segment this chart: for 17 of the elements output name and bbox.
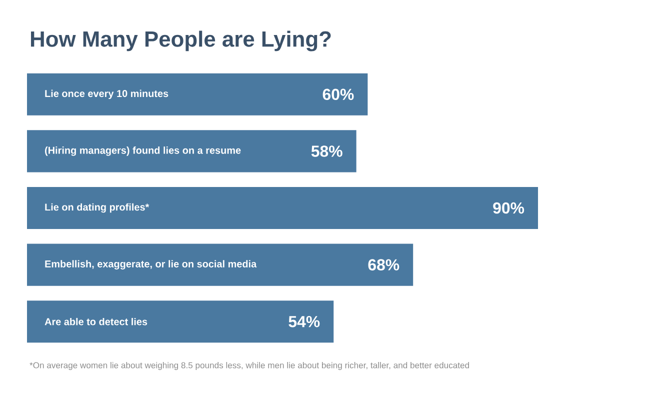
- bar: [27, 73, 368, 116]
- chart-title: How Many People are Lying?: [30, 30, 331, 52]
- bar: [27, 186, 538, 230]
- bar: [27, 244, 414, 286]
- y-tick-label: Embellish, exaggerate, or lie on social media: [45, 260, 257, 270]
- text: *On average women lie about weighing 8.5 pounds less, while men lie about being richer, taller, and better educated: [30, 362, 469, 370]
- y-tick-label: Lie once every 10 minutes: [45, 90, 168, 100]
- y-tick-label: Are able to detect lies: [44, 318, 148, 326]
- y-tick-label: (Hiring managers) found lies on a resume: [45, 146, 241, 156]
- y-tick-label: Lie on dating profiles*: [45, 203, 150, 213]
- bar: [27, 130, 356, 172]
- data-label: 90%: [493, 202, 524, 214]
- data-label: 58%: [311, 146, 342, 157]
- data-label: 60%: [322, 88, 354, 100]
- data-label: 54%: [288, 316, 320, 328]
- bar: [27, 300, 334, 343]
- data-label: 68%: [368, 259, 400, 270]
